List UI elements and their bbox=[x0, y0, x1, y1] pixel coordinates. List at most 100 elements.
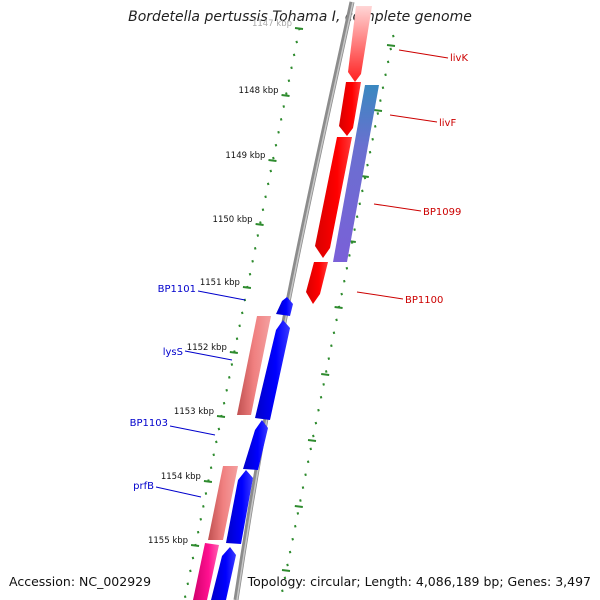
rna-feature-lysS[interactable] bbox=[237, 316, 271, 415]
minor-tick bbox=[269, 169, 273, 173]
minor-tick bbox=[392, 34, 395, 38]
feature-label-BP1099[interactable]: BP1099 bbox=[423, 207, 461, 218]
feature-label-prfB[interactable]: prfB bbox=[133, 481, 154, 492]
feature-label-BP1103[interactable]: BP1103 bbox=[130, 418, 168, 429]
feature-label-livK[interactable]: livK bbox=[450, 53, 468, 64]
minor-tick bbox=[327, 357, 331, 360]
minor-tick bbox=[251, 259, 254, 263]
minor-tick bbox=[283, 576, 287, 580]
gene-livK[interactable] bbox=[348, 6, 372, 82]
minor-tick bbox=[281, 589, 284, 593]
minor-tick bbox=[384, 73, 387, 77]
minor-tick bbox=[228, 376, 231, 379]
major-tick bbox=[216, 415, 226, 418]
genome-backbone bbox=[233, 1, 355, 600]
minor-tick bbox=[248, 272, 252, 276]
minor-tick bbox=[264, 195, 267, 199]
minor-tick bbox=[389, 47, 392, 51]
minor-tick bbox=[314, 421, 318, 425]
minor-tick bbox=[301, 486, 305, 489]
map-title: Bordetella pertussis Tohama I, complete … bbox=[128, 9, 472, 25]
gene-next[interactable] bbox=[211, 547, 236, 600]
minor-tick bbox=[296, 512, 300, 515]
minor-tick bbox=[279, 118, 283, 121]
minor-tick bbox=[282, 105, 286, 108]
minor-tick bbox=[355, 215, 359, 219]
gene-lysS[interactable] bbox=[255, 320, 290, 420]
tick-label: 1148 kbp bbox=[238, 86, 278, 96]
tick-label: 1149 kbp bbox=[225, 151, 265, 161]
major-tick bbox=[321, 373, 330, 376]
minor-tick bbox=[266, 182, 270, 186]
minor-tick bbox=[288, 550, 292, 554]
minor-tick bbox=[196, 530, 200, 534]
feature-label-lysS[interactable]: lysS bbox=[163, 347, 183, 358]
minor-tick bbox=[376, 112, 380, 115]
feature-label-livF[interactable]: livF bbox=[439, 118, 456, 129]
feature-label-BP1100[interactable]: BP1100 bbox=[405, 295, 443, 306]
major-tick bbox=[190, 544, 200, 547]
trna-feature[interactable] bbox=[193, 543, 219, 600]
minor-tick bbox=[225, 388, 228, 392]
minor-tick bbox=[290, 66, 293, 70]
tick-label: 1150 kbp bbox=[213, 215, 253, 225]
minor-tick bbox=[202, 505, 205, 508]
minor-tick bbox=[309, 447, 313, 451]
tick-label: 1155 kbp bbox=[148, 536, 188, 546]
minor-tick bbox=[312, 434, 315, 438]
label-leader-line bbox=[169, 425, 216, 436]
minor-tick bbox=[191, 556, 195, 560]
gene-BP1101[interactable] bbox=[276, 297, 293, 316]
minor-tick bbox=[386, 60, 390, 64]
label-leader-line bbox=[373, 203, 422, 212]
label-leader-line bbox=[184, 350, 233, 361]
minor-tick bbox=[381, 86, 385, 90]
tick-track-inner: 1147 kbp 1148 kbp 1149 kbp 1150 kbp 1151 kbp… bbox=[148, 19, 304, 599]
minor-tick bbox=[358, 202, 362, 206]
gene-livF[interactable] bbox=[339, 82, 361, 136]
major-tick bbox=[294, 27, 304, 30]
gene-BP1100[interactable] bbox=[306, 262, 328, 304]
minor-tick bbox=[361, 189, 364, 193]
minor-tick bbox=[199, 517, 203, 521]
minor-tick bbox=[204, 492, 208, 495]
minor-tick bbox=[253, 247, 257, 250]
minor-tick bbox=[319, 395, 323, 399]
minor-tick bbox=[335, 318, 338, 322]
tick-label: 1152 kbp bbox=[187, 343, 227, 353]
accession-text: Accession: NC_002929 bbox=[9, 574, 152, 589]
minor-tick bbox=[330, 344, 333, 348]
minor-tick bbox=[345, 266, 349, 270]
tick-label: 1147 kbp bbox=[252, 19, 292, 29]
label-leader-line bbox=[356, 291, 404, 300]
major-tick bbox=[255, 223, 264, 226]
label-leader-line bbox=[398, 49, 449, 59]
minor-tick bbox=[343, 279, 346, 283]
rna-feature-prfB[interactable] bbox=[208, 466, 238, 540]
minor-tick bbox=[256, 234, 260, 237]
minor-tick bbox=[235, 337, 239, 341]
minor-tick bbox=[277, 130, 280, 134]
tick-track-outer bbox=[281, 34, 396, 593]
minor-tick bbox=[299, 499, 302, 502]
minor-tick bbox=[379, 99, 382, 102]
gene-BP1103[interactable] bbox=[243, 420, 268, 470]
tick-label: 1153 kbp bbox=[174, 407, 214, 417]
minor-tick bbox=[217, 427, 221, 431]
minor-tick bbox=[353, 228, 356, 231]
minor-tick bbox=[371, 137, 374, 141]
major-tick bbox=[268, 159, 277, 162]
major-tick bbox=[386, 44, 396, 47]
gene-BP1099[interactable] bbox=[315, 137, 352, 258]
minor-tick bbox=[238, 324, 241, 328]
feature-label-BP1101[interactable]: BP1101 bbox=[158, 284, 196, 295]
rna-feature-BP1099[interactable] bbox=[333, 85, 379, 262]
minor-tick bbox=[373, 125, 377, 128]
gene-prfB[interactable] bbox=[226, 470, 253, 544]
minor-tick bbox=[240, 311, 244, 315]
minor-tick bbox=[230, 363, 234, 366]
major-tick bbox=[294, 505, 303, 508]
minor-tick bbox=[368, 150, 372, 154]
genome-backbone-shadow bbox=[236, 1, 354, 600]
label-leader-line bbox=[389, 114, 438, 123]
